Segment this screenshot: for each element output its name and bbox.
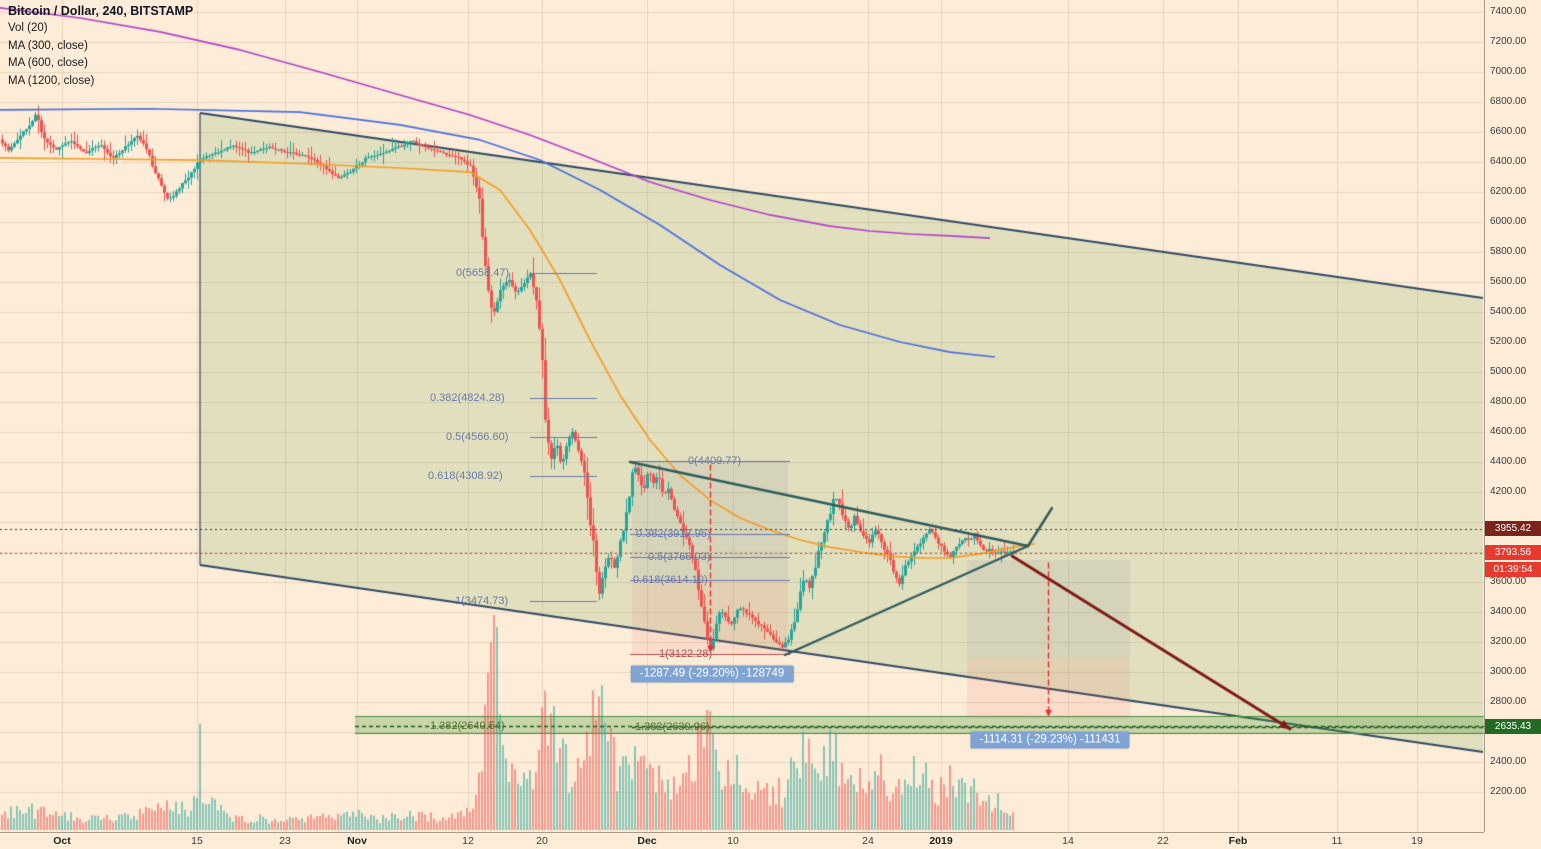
legend-indicator-row-3[interactable]: MA (1200, close) — [8, 74, 95, 87]
price-axis-label: 5000.00 — [1490, 366, 1527, 377]
price-axis-label: 3600.00 — [1490, 576, 1527, 587]
time-axis-label-oct: Oct — [53, 835, 71, 847]
price-axis-label: 3200.00 — [1490, 636, 1527, 647]
price-badge-target: 2635.43 — [1485, 719, 1541, 735]
price-axis-label: 4200.00 — [1490, 486, 1527, 497]
price-axis-label: 3000.00 — [1490, 666, 1527, 677]
price-axis-label: 2800.00 — [1490, 696, 1527, 707]
price-axis-label: 5800.00 — [1490, 246, 1527, 257]
price-axis-label: 7200.00 — [1490, 36, 1527, 47]
time-axis-label-24: 24 — [862, 835, 874, 847]
price-axis-label: 2200.00 — [1490, 786, 1527, 797]
time-axis-label-20: 20 — [536, 835, 548, 847]
price-axis-label: 6600.00 — [1490, 126, 1527, 137]
price-axis-label: 6800.00 — [1490, 96, 1527, 107]
price-axis-label: 6200.00 — [1490, 186, 1527, 197]
time-axis-label-12: 12 — [462, 835, 474, 847]
time-axis-label-feb: Feb — [1228, 835, 1248, 847]
price-axis-label: 5600.00 — [1490, 276, 1527, 287]
price-axis-label: 7400.00 — [1490, 6, 1527, 17]
legend: Bitcoin / Dollar, 240, BITSTAMP Vol (20)… — [8, 3, 193, 90]
time-axis-label-15: 15 — [191, 835, 203, 847]
time-axis[interactable]: Oct 15 23 Nov 12 20 Dec 10 24 2019 14 22 Feb 11 19 — [0, 832, 1484, 849]
price-axis-label: 4600.00 — [1490, 426, 1527, 437]
price-axis-label: 3400.00 — [1490, 606, 1527, 617]
time-axis-label-23: 23 — [279, 835, 291, 847]
legend-indicator-row-1[interactable]: MA (300, close) — [8, 39, 88, 52]
time-axis-label-10: 10 — [727, 835, 739, 847]
time-axis-label-nov: Nov — [347, 835, 367, 847]
time-axis-label-14: 14 — [1062, 835, 1074, 847]
price-axis-label: 4800.00 — [1490, 396, 1527, 407]
price-axis-label: 7000.00 — [1490, 66, 1527, 77]
time-axis-label-19: 19 — [1411, 835, 1423, 847]
time-axis-label-dec: Dec — [637, 835, 657, 847]
time-axis-label-11: 11 — [1331, 835, 1343, 847]
price-axis-label: 6000.00 — [1490, 216, 1527, 227]
legend-indicator-list: Vol (20) MA (300, close) MA (600, close) MA… — [8, 20, 193, 90]
price-axis-label: 2400.00 — [1490, 756, 1527, 767]
legend-indicator-row-2[interactable]: MA (600, close) — [8, 57, 88, 69]
price-badge-last-price: 3793.56 — [1485, 545, 1541, 561]
price-axis[interactable]: 2200.00 2400.00 2800.00 3000.00 3200.00 3400.… — [1484, 0, 1541, 832]
price-axis-label: 5400.00 — [1490, 306, 1527, 317]
price-axis-label: 4400.00 — [1490, 456, 1527, 467]
legend-indicator-row-0[interactable]: Vol (20) — [8, 22, 48, 34]
price-badge-alert: 3955.42 — [1485, 521, 1541, 537]
countdown-badge: 01:39:54 — [1485, 562, 1541, 578]
price-axis-label: 6400.00 — [1490, 156, 1527, 167]
time-axis-label-2019: 2019 — [929, 835, 953, 847]
price-axis-label: 5200.00 — [1490, 336, 1527, 347]
symbol-title[interactable]: Bitcoin / Dollar, 240, BITSTAMP — [8, 4, 194, 18]
time-axis-label-22: 22 — [1157, 835, 1169, 847]
